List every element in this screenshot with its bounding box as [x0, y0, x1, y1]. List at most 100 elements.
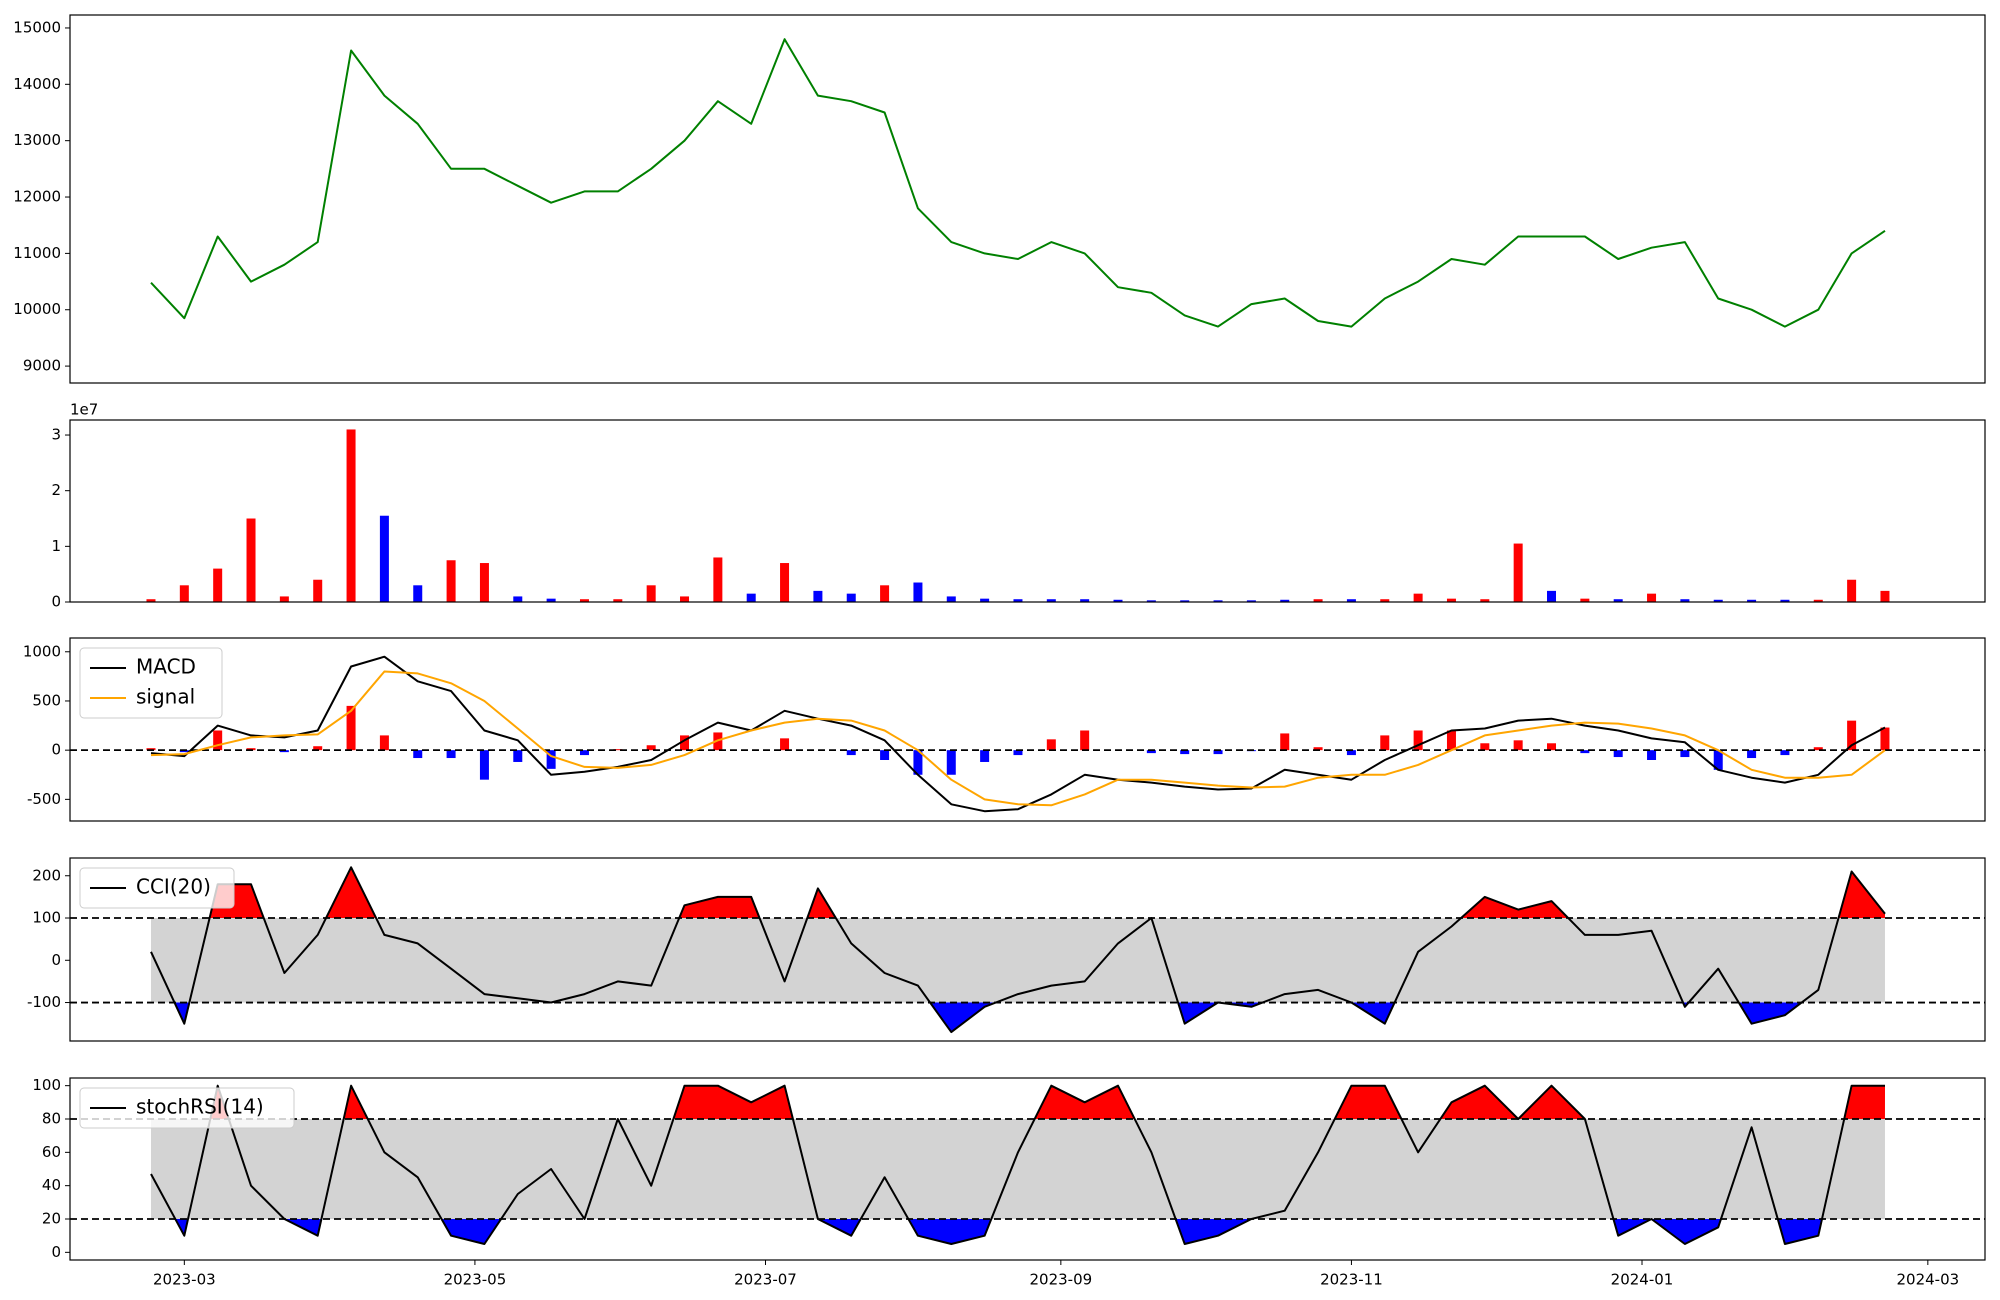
- y-tick-label: 200: [32, 866, 61, 884]
- y-tick-label: 1000: [23, 642, 61, 660]
- volume-bar: [680, 596, 690, 602]
- histogram-bar: [1380, 735, 1390, 751]
- oversold-fill: [150, 1219, 1885, 1244]
- histogram-bar: [279, 750, 289, 753]
- volume-bar: [1813, 599, 1823, 602]
- legend-label: MACD: [136, 655, 196, 679]
- histogram-bar: [1880, 727, 1890, 751]
- volume-bar: [1280, 599, 1290, 602]
- histogram-bar: [579, 750, 589, 756]
- histogram-bar: [1313, 747, 1323, 751]
- x-tick-label: 2023-03: [153, 1271, 216, 1289]
- panel: 0 1 2 3 1e7: [51, 401, 1986, 611]
- histogram-bar: [780, 738, 790, 751]
- volume-bar: [1747, 599, 1757, 602]
- volume-bar: [1246, 600, 1256, 602]
- x-tick-label: 2024-03: [1896, 1271, 1959, 1289]
- histogram-bar: [1747, 750, 1757, 759]
- histogram-bar: [846, 750, 856, 756]
- volume-bar: [913, 582, 923, 602]
- axes-frame: [69, 857, 1986, 1042]
- y-tick-label: 20: [42, 1210, 61, 1228]
- plot-area: [150, 38, 1886, 328]
- histogram-bar: [446, 750, 456, 759]
- volume-bar: [579, 599, 589, 602]
- histogram-bar: [980, 750, 990, 762]
- legend-label: CCI(20): [136, 875, 211, 899]
- histogram-bar: [1513, 740, 1523, 751]
- histogram-bar: [1613, 750, 1623, 758]
- histogram-bar: [146, 748, 156, 751]
- volume-bar: [246, 518, 256, 602]
- histogram-bar: [1813, 747, 1823, 751]
- histogram-bar: [1680, 750, 1690, 758]
- y-tick-label: 10000: [13, 300, 61, 318]
- histogram-bar: [1180, 750, 1190, 755]
- histogram-bar: [313, 746, 323, 751]
- volume-bar: [746, 593, 756, 602]
- y-tick-label: 11000: [13, 244, 61, 262]
- y-tick-label: 0: [51, 741, 61, 759]
- volume-bar: [1013, 599, 1023, 602]
- volume-bar: [279, 596, 289, 602]
- histogram-bar: [546, 750, 556, 769]
- x-tick-label: 2023-05: [444, 1271, 507, 1289]
- histogram-bar: [179, 750, 189, 753]
- legend-label: signal: [136, 685, 195, 709]
- volume-bar: [1046, 599, 1056, 602]
- histogram-bar: [413, 750, 423, 759]
- panel: 9000 10000 11000 12000 13000 14000 15000: [13, 14, 1986, 384]
- volume-bar: [546, 598, 556, 602]
- volume-bar: [1480, 599, 1490, 602]
- volume-bar: [1547, 590, 1557, 602]
- histogram-bar: [646, 745, 656, 751]
- volume-bar: [479, 563, 489, 602]
- volume-bar: [1513, 543, 1523, 602]
- volume-bar: [1180, 600, 1190, 602]
- legend-box: [79, 1087, 295, 1129]
- y-tick-label: -100: [27, 993, 61, 1011]
- volume-bar: [1213, 600, 1223, 602]
- y-tick-label: 3: [51, 426, 61, 444]
- y-tick-label: -500: [27, 790, 61, 808]
- line: [150, 1084, 1885, 1245]
- histogram-bar: [880, 750, 890, 760]
- y-tick-label: 14000: [13, 75, 61, 93]
- volume-bar: [1413, 593, 1423, 602]
- line: [150, 38, 1886, 328]
- histogram-bar: [1446, 730, 1456, 751]
- axes-frame: [69, 1077, 1986, 1261]
- volume-bar: [513, 596, 523, 602]
- legend-box: [79, 867, 235, 909]
- legend-box: [79, 647, 223, 719]
- axes-frame: [69, 14, 1986, 384]
- axis-offset-label: 1e7: [70, 401, 98, 419]
- volume-bar: [1313, 599, 1323, 602]
- volume-bar: [1680, 599, 1690, 602]
- y-tick-label: 500: [32, 691, 61, 709]
- histogram-bar: [1847, 720, 1857, 751]
- plot-area: [146, 429, 1890, 602]
- line: [150, 655, 1886, 813]
- y-tick-label: 2: [51, 481, 61, 499]
- y-tick-label: 100: [32, 1076, 61, 1094]
- volume-bar: [313, 579, 323, 602]
- y-tick-label: 100: [32, 909, 61, 927]
- histogram-bar: [1013, 750, 1023, 756]
- volume-bar: [446, 560, 456, 602]
- histogram-bar: [1413, 730, 1423, 751]
- volume-bar: [1880, 590, 1890, 602]
- histogram-bar: [1780, 750, 1790, 756]
- histogram-bar: [1480, 743, 1490, 751]
- volume-bar: [1080, 599, 1090, 602]
- histogram-bar: [1080, 730, 1090, 751]
- volume-bar: [1713, 599, 1723, 602]
- x-tick-label: 2024-01: [1611, 1271, 1674, 1289]
- volume-bar: [880, 585, 890, 602]
- line: [150, 670, 1886, 807]
- volume-bar: [646, 585, 656, 602]
- volume-bar: [1780, 599, 1790, 602]
- volume-bar: [980, 598, 990, 602]
- volume-bar: [1580, 598, 1590, 602]
